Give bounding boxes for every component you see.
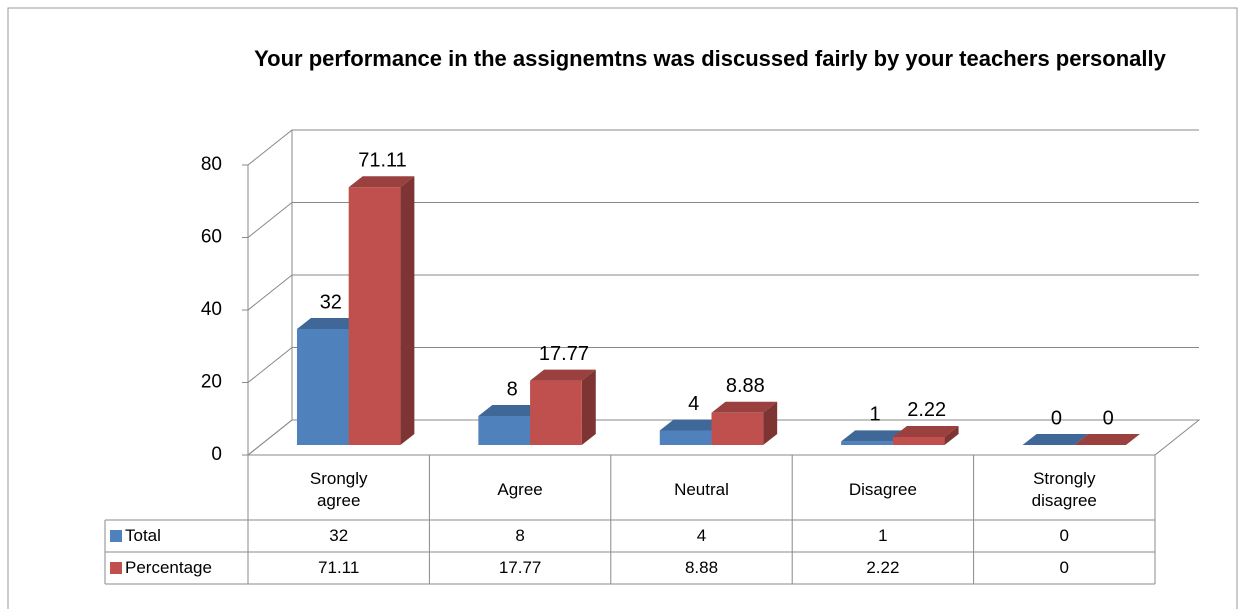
- legend-label: Percentage: [125, 558, 212, 577]
- bar: [659, 430, 712, 445]
- table-value: 71.11: [318, 558, 360, 577]
- data-label: 17.77: [539, 343, 589, 365]
- bar: [711, 412, 764, 445]
- table-value: 32: [329, 526, 349, 545]
- bar: [892, 436, 945, 445]
- data-label: 0: [1051, 407, 1062, 429]
- data-label: 4: [688, 393, 699, 415]
- bar-side: [763, 401, 778, 445]
- legend-key: [110, 562, 122, 574]
- legend-label: Total: [125, 526, 161, 545]
- y-tick-label: 40: [201, 299, 222, 320]
- data-label: 32: [320, 291, 342, 313]
- y-tick-label: 0: [211, 444, 222, 465]
- grid-line: [247, 202, 1199, 238]
- table-value: 17.77: [498, 558, 542, 577]
- table-value: 0: [1059, 558, 1070, 577]
- bar-top: [1074, 434, 1140, 445]
- grid-line: [247, 274, 1199, 311]
- bar-top: [478, 405, 545, 416]
- bar-top: [659, 419, 726, 431]
- grid-line: [247, 129, 1199, 166]
- data-label: 1: [869, 404, 880, 426]
- bar-side: [944, 425, 959, 445]
- data-label: 8.88: [726, 375, 765, 397]
- category-label: Disagree: [848, 479, 917, 499]
- table-value: 8.88: [684, 558, 719, 577]
- bar: [478, 416, 531, 445]
- bar: [296, 329, 349, 445]
- chart-title: Your performance in the assignemtns was …: [254, 46, 1166, 71]
- bar-top: [348, 176, 415, 188]
- bar-top: [530, 369, 596, 381]
- table-value: 0: [1059, 526, 1070, 545]
- data-label: 2.22: [907, 399, 946, 421]
- bar-side: [400, 176, 415, 445]
- y-tick-label: 20: [201, 372, 222, 393]
- category-label: Neutral: [674, 479, 729, 499]
- table-value: 1: [878, 526, 888, 545]
- data-label: 0: [1103, 407, 1114, 429]
- bar-top: [1022, 434, 1089, 445]
- grid-line: [247, 419, 1199, 456]
- bar-side: [581, 369, 596, 445]
- y-tick-label: 60: [201, 227, 222, 248]
- bar: [841, 441, 893, 445]
- y-tick-label: 80: [201, 154, 222, 175]
- table-value: 4: [696, 526, 707, 545]
- bar: [348, 187, 401, 445]
- grid-line: [247, 347, 1199, 383]
- category-label: Agree: [497, 479, 543, 499]
- data-label: 8: [507, 378, 518, 400]
- bar-top: [296, 318, 363, 329]
- table-value: 2.22: [866, 558, 900, 577]
- bar-top: [841, 430, 907, 442]
- chart-border: [7, 7, 1238, 609]
- category-label: Strongly disagree: [1031, 468, 1097, 510]
- data-label: 71.11: [358, 150, 407, 172]
- bar-top: [711, 401, 778, 413]
- category-label: Srongly agree: [309, 468, 368, 510]
- bar-top: [892, 425, 959, 437]
- legend-key: [110, 530, 122, 542]
- bar: [530, 380, 582, 445]
- table-value: 8: [515, 526, 525, 545]
